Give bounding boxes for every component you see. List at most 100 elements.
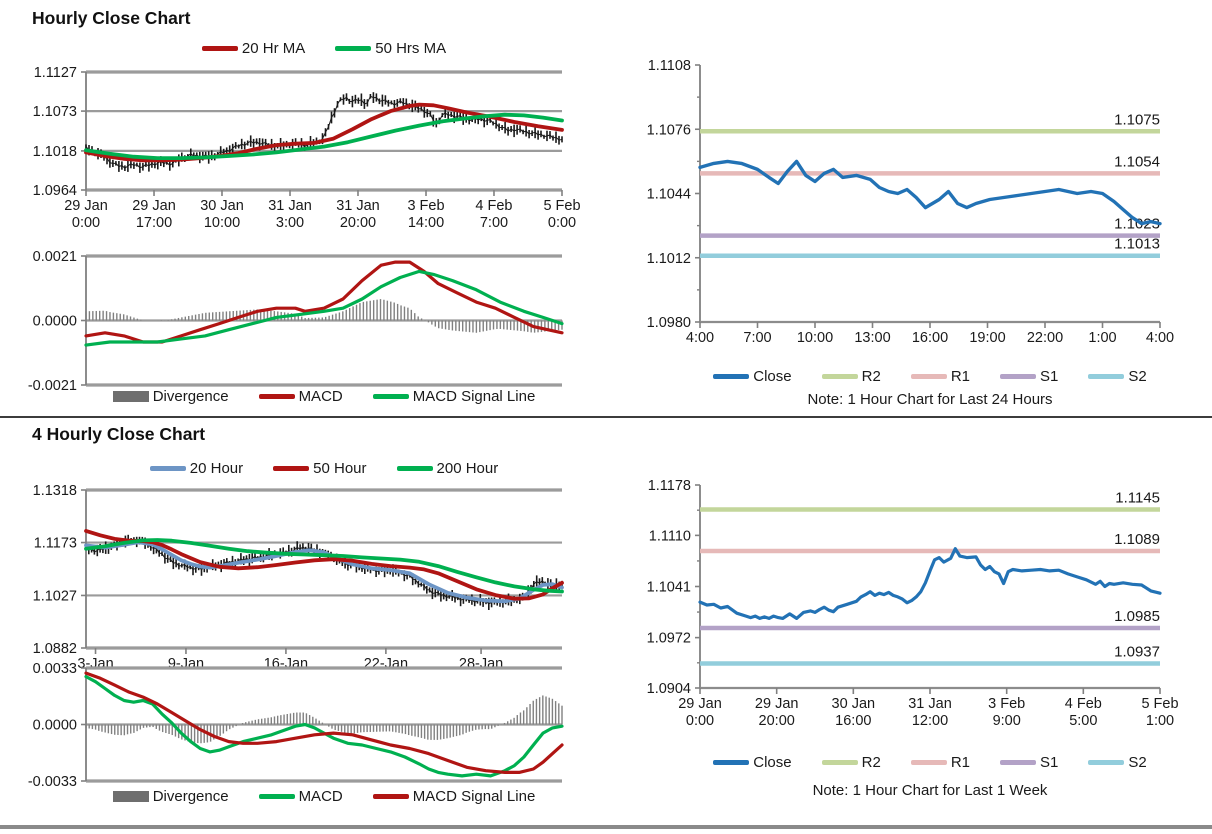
legend-label: 200 Hour [436, 460, 499, 477]
legend-item-macd-signal-line: MACD Signal Line [372, 388, 536, 405]
svg-text:1.1013: 1.1013 [1114, 236, 1160, 253]
legend-label: R2 [861, 754, 881, 771]
legend-label: Divergence [152, 788, 229, 805]
svg-text:0.0021: 0.0021 [33, 249, 77, 265]
legend-swatch-r1 [910, 760, 947, 765]
svg-text:1.1012: 1.1012 [647, 251, 691, 267]
svg-text:29 Jan: 29 Jan [64, 198, 108, 214]
svg-text:31 Jan: 31 Jan [268, 198, 312, 214]
svg-text:0.0000: 0.0000 [33, 314, 77, 330]
legend-swatch-macd-signal-line [372, 394, 409, 399]
legend-item-50-hour: 50 Hour [273, 460, 367, 477]
hourly-close-legend: 20 Hr MA 50 Hrs MA [86, 40, 562, 57]
four-hourly-macd-legend: Divergence MACD MACD Signal Line [86, 788, 562, 805]
legend-swatch-s1 [1000, 374, 1036, 379]
legend-item-20-hr-ma: 20 Hr MA [201, 40, 306, 57]
legend-swatch-200-hour [396, 466, 433, 471]
svg-text:12:00: 12:00 [912, 713, 948, 729]
day-chart-note: Note: 1 Hour Chart for Last 24 Hours [807, 391, 1053, 408]
svg-text:1.1075: 1.1075 [1114, 111, 1160, 128]
four-hourly-section-title: 4 Hourly Close Chart [32, 424, 206, 444]
legend-item-s2: S2 [1088, 368, 1147, 385]
svg-text:1.1108: 1.1108 [648, 58, 691, 74]
svg-text:1.1041: 1.1041 [647, 580, 691, 596]
svg-text:20:00: 20:00 [340, 215, 376, 231]
svg-text:13:00: 13:00 [854, 330, 890, 346]
svg-text:1.0882: 1.0882 [33, 641, 77, 657]
svg-text:1.0980: 1.0980 [647, 315, 691, 331]
day-sr-legend: Close R2 R1 S1 S2 [700, 368, 1160, 385]
hourly-macd-legend: Divergence MACD MACD Signal Line [86, 388, 562, 405]
svg-text:30 Jan: 30 Jan [200, 198, 244, 214]
svg-text:9:00: 9:00 [993, 713, 1021, 729]
legend-item-close: Close [713, 368, 792, 385]
legend-swatch-close [713, 374, 750, 379]
bottom-divider [0, 825, 1212, 829]
svg-text:1.1044: 1.1044 [647, 187, 691, 203]
legend-item-r2: R2 [821, 754, 881, 771]
legend-swatch-divergence [112, 391, 149, 402]
svg-text:1.1110: 1.1110 [649, 528, 691, 544]
svg-text:5 Feb: 5 Feb [1141, 696, 1178, 712]
svg-text:3:00: 3:00 [276, 215, 304, 231]
hourly-macd-chart: 0.0021 0.0000 -0.0021 [28, 248, 568, 398]
svg-text:1.1054: 1.1054 [1114, 153, 1160, 170]
svg-text:22:00: 22:00 [1027, 330, 1063, 346]
svg-text:4:00: 4:00 [686, 330, 714, 346]
legend-label: S1 [1040, 754, 1059, 771]
svg-text:5:00: 5:00 [1069, 713, 1097, 729]
svg-text:20:00: 20:00 [759, 713, 795, 729]
legend-swatch-close [713, 760, 750, 765]
legend-swatch-s2 [1088, 374, 1125, 379]
legend-swatch-macd [258, 394, 295, 399]
svg-text:10:00: 10:00 [797, 330, 833, 346]
legend-label: S1 [1040, 368, 1059, 385]
legend-label: 50 Hrs MA [375, 40, 447, 57]
svg-text:-0.0033: -0.0033 [28, 774, 77, 790]
legend-swatch-20-hour [149, 466, 186, 471]
svg-text:0:00: 0:00 [686, 713, 714, 729]
legend-item-macd-signal-line: MACD Signal Line [372, 788, 536, 805]
legend-label: Close [753, 754, 792, 771]
svg-text:1.1023: 1.1023 [1114, 216, 1160, 233]
four-hourly-close-chart: 1.1318 1.1173 1.1027 1.0882 3-Jan 9-Jan 16-Jan… [28, 478, 568, 678]
svg-text:3 Feb: 3 Feb [988, 696, 1025, 712]
legend-label: 20 Hr MA [241, 40, 306, 57]
svg-text:0.0033: 0.0033 [33, 661, 77, 677]
svg-text:7:00: 7:00 [743, 330, 771, 346]
week-sr-legend: Close R2 R1 S1 S2 [700, 754, 1160, 771]
legend-swatch-r1 [910, 374, 947, 379]
four-hourly-close-legend: 20 Hour 50 Hour 200 Hour [86, 460, 562, 477]
legend-label: MACD Signal Line [412, 388, 536, 405]
day-sr-chart: 1.1108 1.1076 1.1044 1.1012 1.0980 4:00 7:00 10… [632, 46, 1208, 346]
svg-text:14:00: 14:00 [408, 215, 444, 231]
svg-text:0:00: 0:00 [548, 215, 576, 231]
svg-text:17:00: 17:00 [136, 215, 172, 231]
legend-swatch-s1 [1000, 760, 1036, 765]
svg-text:1.0937: 1.0937 [1114, 644, 1160, 661]
legend-item-macd: MACD [258, 388, 343, 405]
legend-swatch-macd [258, 794, 295, 799]
legend-swatch-divergence [112, 791, 149, 802]
legend-swatch-50-hrs-ma [335, 46, 372, 51]
svg-text:16:00: 16:00 [835, 713, 871, 729]
svg-text:1.1027: 1.1027 [33, 588, 77, 604]
svg-text:4 Feb: 4 Feb [475, 198, 512, 214]
legend-item-close: Close [713, 754, 792, 771]
legend-item-20-hour: 20 Hour [149, 460, 243, 477]
svg-text:-0.0021: -0.0021 [28, 378, 77, 394]
svg-text:29 Jan: 29 Jan [132, 198, 176, 214]
svg-text:1.1076: 1.1076 [647, 122, 691, 138]
svg-text:1.1145: 1.1145 [1115, 489, 1160, 506]
svg-text:30 Jan: 30 Jan [832, 696, 876, 712]
svg-text:1.0904: 1.0904 [647, 681, 691, 697]
legend-item-s1: S1 [1000, 754, 1058, 771]
svg-text:0.0000: 0.0000 [33, 718, 77, 734]
legend-label: Divergence [152, 388, 229, 405]
legend-label: MACD Signal Line [412, 788, 536, 805]
legend-item-50-hrs-ma: 50 Hrs MA [335, 40, 446, 57]
svg-text:10:00: 10:00 [204, 215, 240, 231]
svg-text:1:00: 1:00 [1146, 713, 1174, 729]
legend-label: Close [753, 368, 792, 385]
